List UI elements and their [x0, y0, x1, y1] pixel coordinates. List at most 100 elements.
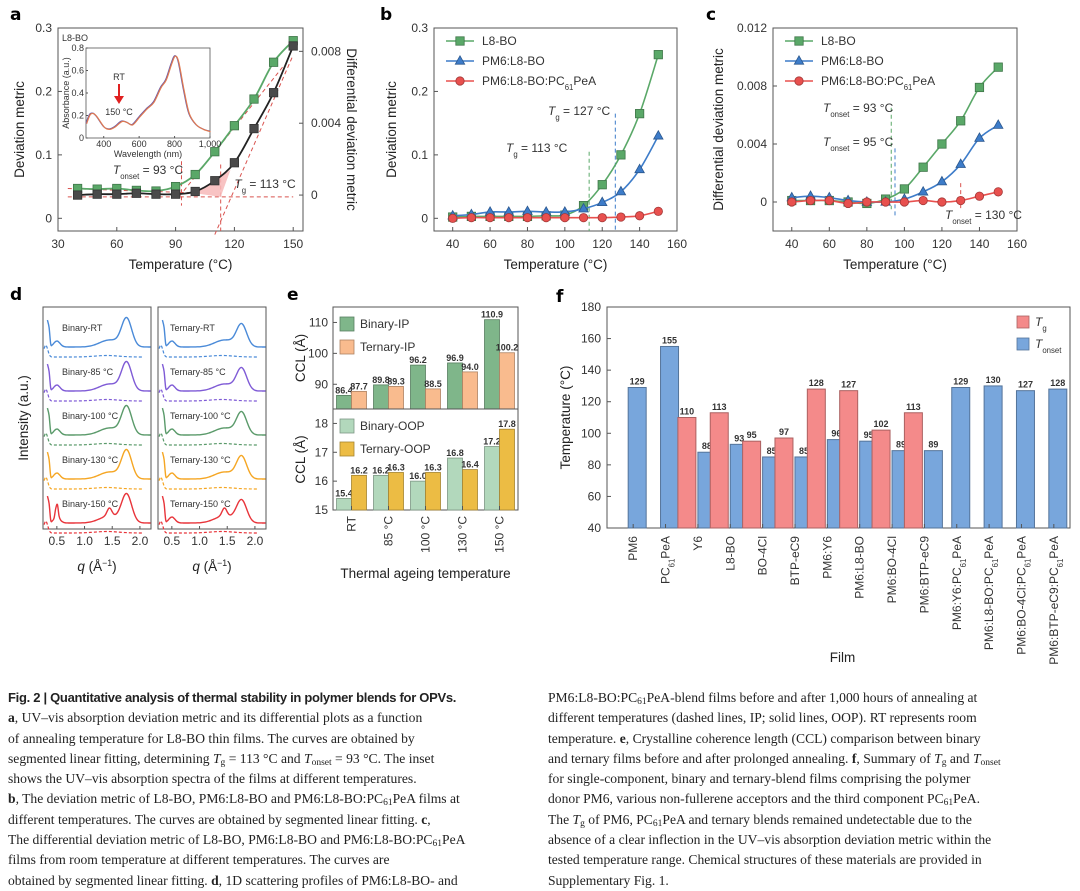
y-tick-label: 100	[581, 426, 601, 440]
data-point-triangle	[596, 196, 608, 207]
bar-tonset	[923, 450, 943, 529]
caption-panel-ref: e	[619, 730, 626, 746]
bar-value-label: 102	[874, 419, 889, 429]
bar-value-label: 127	[841, 380, 856, 390]
x-tick-label: 1.0	[191, 534, 208, 548]
caption-panel-ref: d	[211, 872, 219, 888]
data-point-circle	[918, 195, 928, 206]
caption-line: obtained by segmented linear fitting. d,…	[8, 871, 538, 891]
data-point-square	[937, 139, 947, 149]
annotation-label: Tonset = 95 °C	[823, 135, 894, 153]
data-point-square	[455, 36, 465, 46]
x-tick-label: PM6	[626, 536, 640, 561]
data-point-triangle	[578, 202, 589, 213]
caption-text: temperature.	[548, 730, 620, 746]
bar-tg	[774, 437, 794, 529]
panel-d-frame	[157, 306, 267, 530]
panel-a: 30 60 90 120 150 0 0.1 0.2 0.3 0 0.004 0.008 Tempera…	[12, 21, 359, 272]
data-point-circle	[794, 76, 804, 86]
caption-text: ,	[427, 811, 431, 827]
data-point-circle	[560, 213, 570, 223]
x-tick-label: PM6:L8-BO	[853, 536, 867, 599]
data-point-triangle	[936, 175, 948, 186]
bar	[373, 384, 389, 410]
data-point-square	[249, 94, 259, 104]
bar-value-label: 87.7	[350, 381, 368, 391]
data-point-circle	[597, 213, 607, 223]
caption-title: Quantitative analysis of thermal stabili…	[50, 690, 457, 705]
annotation-label: Tg = 113 °C	[506, 141, 568, 159]
inset-y-label: Absorbance (a.u.)	[61, 57, 71, 129]
y-tick-label: 90	[315, 377, 329, 391]
x-tick-label: 60	[823, 237, 837, 251]
caption-symbol: T	[212, 750, 221, 766]
bar-value-label: 16.0	[409, 471, 427, 481]
data-point-square	[170, 189, 181, 199]
y-axis-label: CCL (Å)	[293, 334, 308, 382]
y-axis-label: CCL (Å)	[293, 435, 308, 483]
data-point-circle	[843, 198, 853, 209]
bar-tg	[677, 417, 697, 529]
legend-swatch	[339, 316, 355, 332]
y-tick-label: 16	[315, 474, 329, 488]
legend-swatch	[339, 441, 355, 457]
data-point-circle	[862, 197, 872, 207]
x-tick-label: BO-4Cl	[756, 536, 770, 575]
caption-text: absence of a clear inflection in the UV–…	[548, 832, 992, 848]
legend-label: L8-BO	[821, 34, 856, 48]
data-point-square	[229, 158, 239, 168]
x-tick-label: 60	[483, 237, 497, 251]
data-point-circle	[578, 213, 589, 223]
y-tick-label: 17	[315, 445, 329, 459]
panel-d-frame	[42, 306, 152, 530]
data-point-square	[794, 36, 804, 46]
data-point-triangle	[955, 158, 967, 168]
caption-line: temperature. e, Crystalline coherence le…	[548, 729, 1078, 749]
data-point-circle	[824, 195, 834, 206]
x-axis-label: Temperature (°C)	[504, 257, 608, 272]
x-tick-label: 40	[785, 237, 799, 251]
legend-label: Tonset	[1035, 337, 1062, 355]
bar-value-label: 16.2	[350, 465, 368, 475]
legend-swatch	[339, 418, 355, 434]
data-point-square	[918, 162, 928, 172]
x-tick-label: 150 °C	[493, 516, 507, 553]
bar-value-label: 110	[680, 407, 695, 417]
x-tick-label: 130 °C	[456, 516, 470, 553]
data-point-circle	[541, 213, 551, 223]
caption-line: different temperatures. The curves are o…	[8, 810, 538, 830]
x-tick-label: 40	[446, 237, 460, 251]
x-tick-label: 120	[224, 237, 244, 251]
caption-text: = 113 °C and	[225, 750, 304, 766]
y-tick-label: 15	[315, 503, 329, 517]
bar-tonset	[1048, 388, 1068, 529]
data-point-square	[210, 147, 220, 157]
bar-value-label: 16.3	[424, 462, 442, 472]
data-point-square	[190, 169, 200, 180]
x-tick-label: 85 °C	[382, 516, 396, 546]
y-tick-label: 0.1	[35, 148, 52, 162]
legend-swatch	[1016, 337, 1030, 351]
bar-tg	[871, 429, 891, 529]
tg-annotation: Tg = 113 °C	[234, 177, 296, 195]
trace-label: Ternary-RT	[170, 323, 215, 333]
data-point-circle	[899, 197, 909, 207]
bar-value-label: 110.9	[481, 310, 503, 320]
x-axis-label: Film	[830, 650, 856, 665]
caption-subscript: 61	[943, 798, 954, 809]
bar-value-label: 96.2	[409, 355, 427, 365]
data-point-circle	[974, 191, 985, 201]
panel-label-a: a	[10, 5, 21, 25]
caption-text: and ternary films before and after prolo…	[548, 750, 852, 766]
bar-tg	[806, 388, 826, 529]
data-point-square	[249, 124, 259, 134]
legend-label: Ternary-IP	[360, 340, 415, 354]
data-point-circle	[455, 76, 465, 86]
caption-line: for single-component, binary and ternary…	[548, 769, 1078, 789]
caption-subscript: 61	[383, 798, 393, 809]
x-tick-label: PM6:BTP-eC9:PC61PeA	[1047, 536, 1065, 665]
bar-value-label: 128	[809, 378, 824, 388]
data-point-square	[635, 109, 645, 119]
bar	[484, 319, 500, 410]
x-tick-label: 60	[110, 237, 124, 251]
